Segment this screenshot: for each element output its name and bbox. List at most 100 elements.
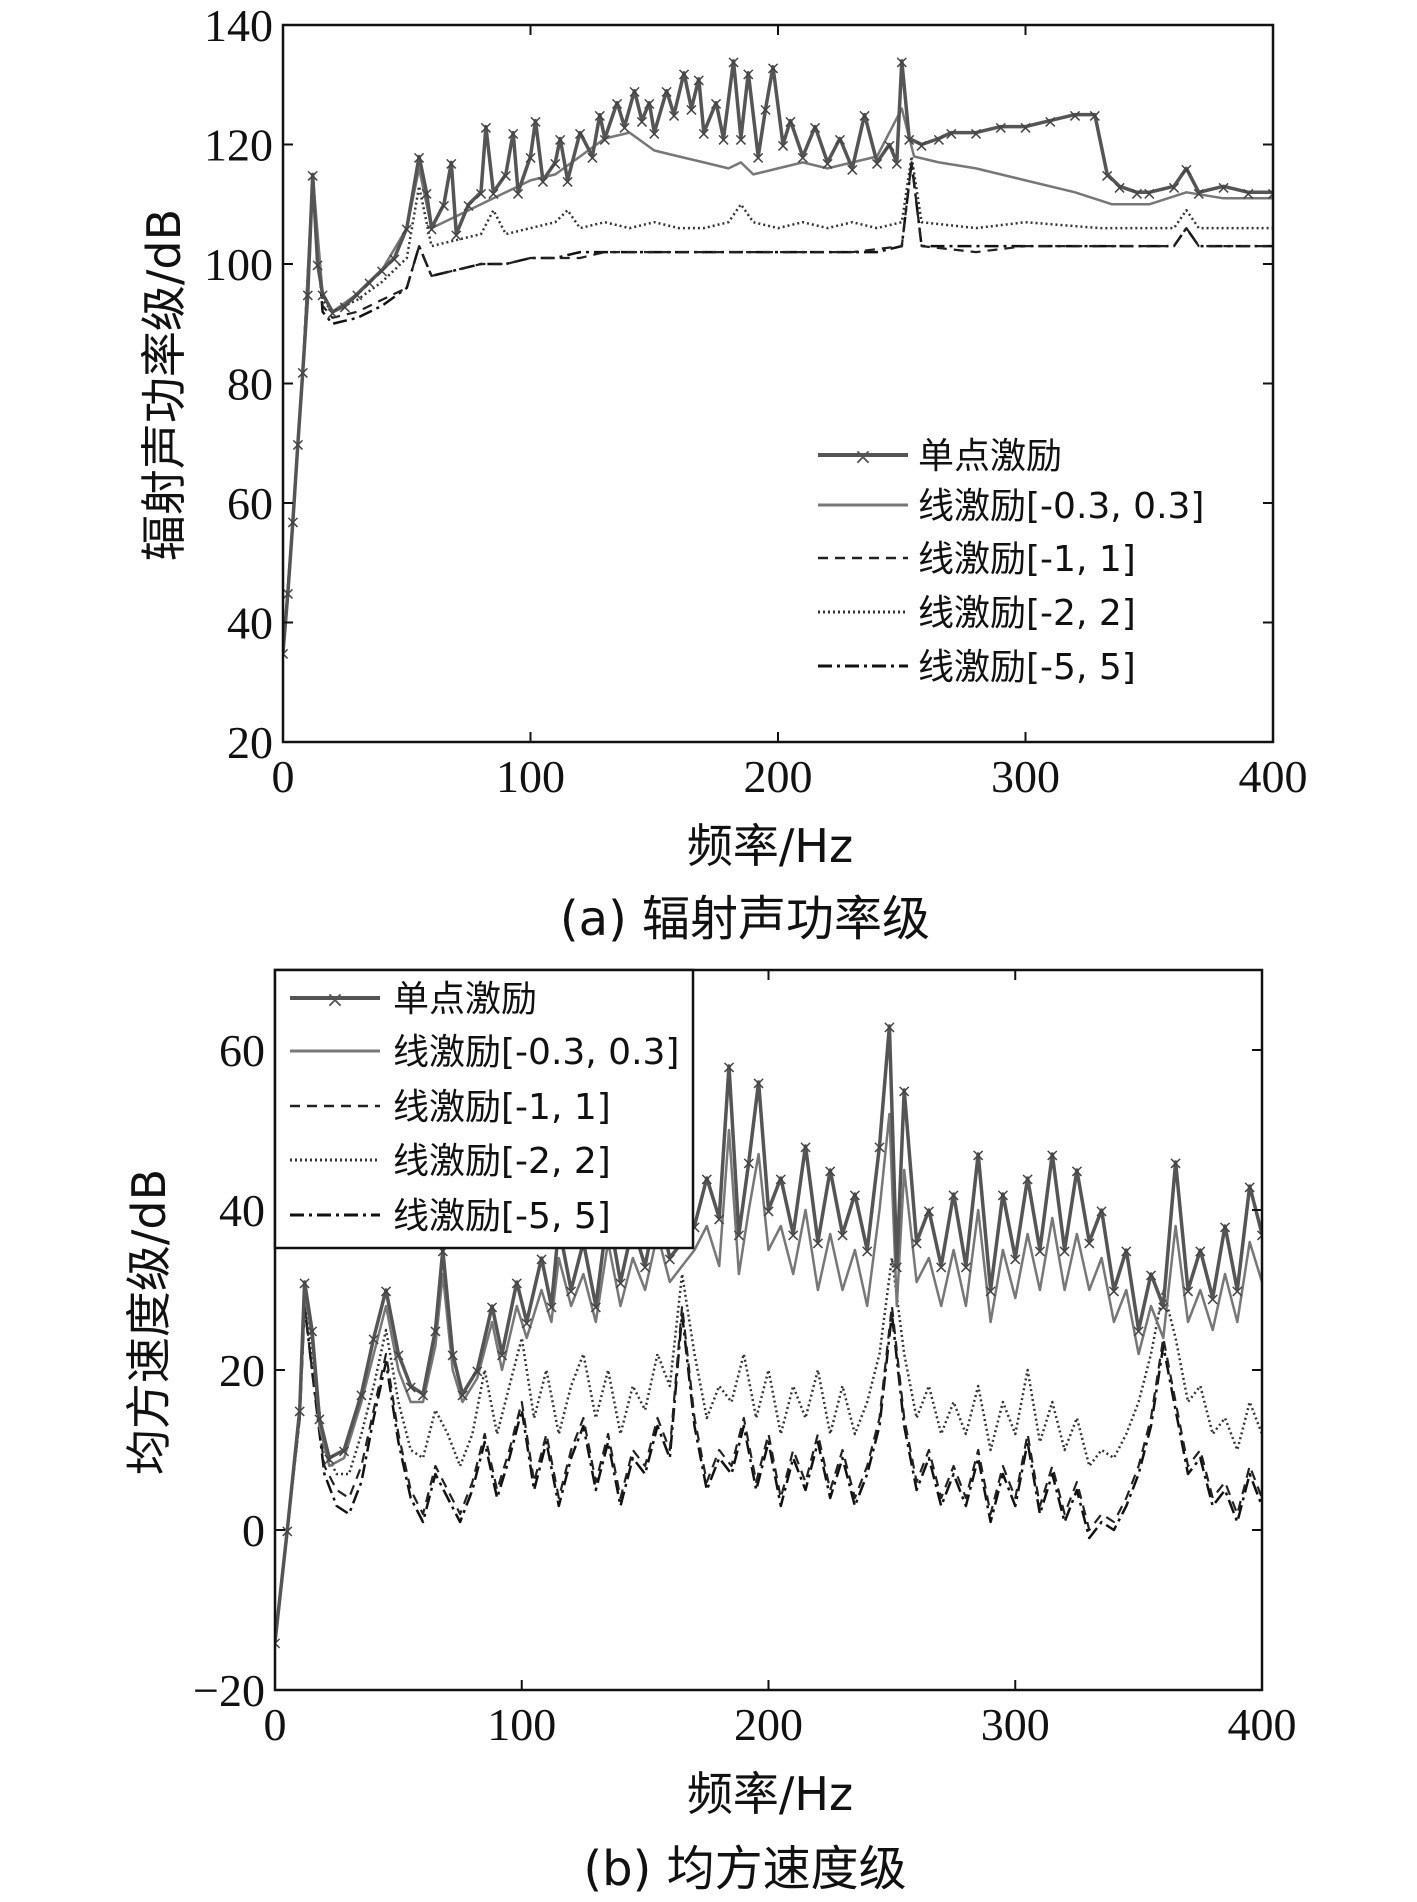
data-point: × [726,52,741,73]
data-point: × [486,183,501,204]
data-point: × [350,285,365,306]
data-point: × [511,183,526,204]
x-tick-label: 300 [981,1699,1050,1750]
data-point: × [638,1257,653,1278]
data-point: × [485,1297,500,1318]
data-point: × [798,1137,813,1158]
series-line [275,1024,1262,1643]
data-point: × [523,148,538,169]
data-point: × [627,82,642,103]
series-line [275,1304,1262,1643]
legend-label: 线激励[-0.3, 0.3] [393,1032,679,1073]
data-point: × [424,219,439,240]
data-point: × [1045,1145,1060,1166]
data-point: × [337,1441,352,1462]
data-point: × [758,100,773,121]
data-point: × [1254,1225,1269,1246]
data-point: × [428,1321,443,1342]
data-point: × [909,1233,924,1254]
data-point: × [1043,112,1058,133]
data-point: × [473,183,488,204]
data-point: × [354,1385,369,1406]
series-line [275,1256,1262,1643]
legend-item: 线激励[-0.3, 0.3] [818,486,1204,527]
y-tick-label: 120 [204,120,273,171]
legend-item: 线激励[-5, 5] [290,1196,611,1237]
svg-text:×: × [854,445,872,470]
data-point: × [832,130,847,151]
data-point: × [835,1225,850,1246]
data-point: × [765,58,780,79]
data-point: × [709,94,724,115]
data-point: × [1241,183,1256,204]
y-tick-label: 40 [227,598,273,649]
data-point: × [528,112,543,133]
data-point: × [337,297,352,318]
data-point: × [845,159,860,180]
data-point: × [860,1241,875,1262]
y-tick-label: 60 [227,478,273,529]
data-point: × [946,1185,961,1206]
data-point: × [1018,118,1033,139]
data-point: × [534,1249,549,1270]
data-point: × [366,1329,381,1350]
data-point: × [419,183,434,204]
data-point: × [795,148,810,169]
data-point: × [1205,1289,1220,1310]
data-point: × [461,195,476,216]
data-point: × [509,1273,524,1294]
data-point: × [1129,183,1144,204]
data-point: × [914,136,929,157]
data-point: × [882,136,897,157]
data-point: × [374,261,389,282]
data-point: × [775,136,790,157]
series-line [283,161,1273,653]
y-tick-label: 100 [204,239,273,290]
data-point: × [535,171,550,192]
data-point: × [613,1273,628,1294]
data-point: × [958,1257,973,1278]
data-point: × [751,148,766,169]
data-point: × [741,64,756,85]
chart-b-ylabel: 均方速度级/dB [122,1169,176,1475]
data-point: × [445,1345,460,1366]
data-point: × [399,219,414,240]
data-point: × [823,1161,838,1182]
data-point: × [403,1377,418,1398]
data-point: × [968,124,983,145]
data-point: × [617,118,632,139]
y-tick-label: −20 [193,1665,265,1716]
data-point: × [436,195,451,216]
legend-item: 线激励[-2, 2] [818,593,1136,634]
data-point: × [1265,183,1280,204]
svg-text:×: × [326,988,344,1013]
chart-velocity-level: × × × × × × × × × × × × × × × × × × × × × × × × × × × × × × × × × × × × × × × ×… [122,968,1297,1897]
data-point: × [280,1521,295,1542]
data-point: × [889,153,904,174]
data-point: × [295,363,310,384]
data-point: × [712,1209,727,1230]
data-point: × [1100,165,1115,186]
data-point: × [572,124,587,145]
legend-item: 线激励[-1, 1] [290,1087,611,1128]
data-point: × [808,118,823,139]
data-point: × [275,643,290,664]
data-point: × [305,165,320,186]
data-point: × [1067,106,1082,127]
data-point: × [716,130,731,151]
series-line [283,155,1273,653]
data-point: × [1008,1249,1023,1270]
data-point: × [696,124,711,145]
data-point: × [304,1321,319,1342]
data-point: × [894,52,909,73]
chart-a-xlabel: 频率/Hz [687,819,853,873]
chart-b-legend: × 单点激励 线激励[-0.3, 0.3] 线激励[-1, 1] 线激励[-2,… [273,968,695,1250]
legend-item: × 单点激励 [290,979,537,1020]
data-point: × [325,303,340,324]
data-point: × [560,171,575,192]
chart-a-ylabel: 辐射声功率级/dB [137,209,191,561]
x-tick-label: 200 [744,751,813,802]
data-point: × [1069,1161,1084,1182]
data-point: × [773,1169,788,1190]
x-tick-label: 200 [734,1699,803,1750]
